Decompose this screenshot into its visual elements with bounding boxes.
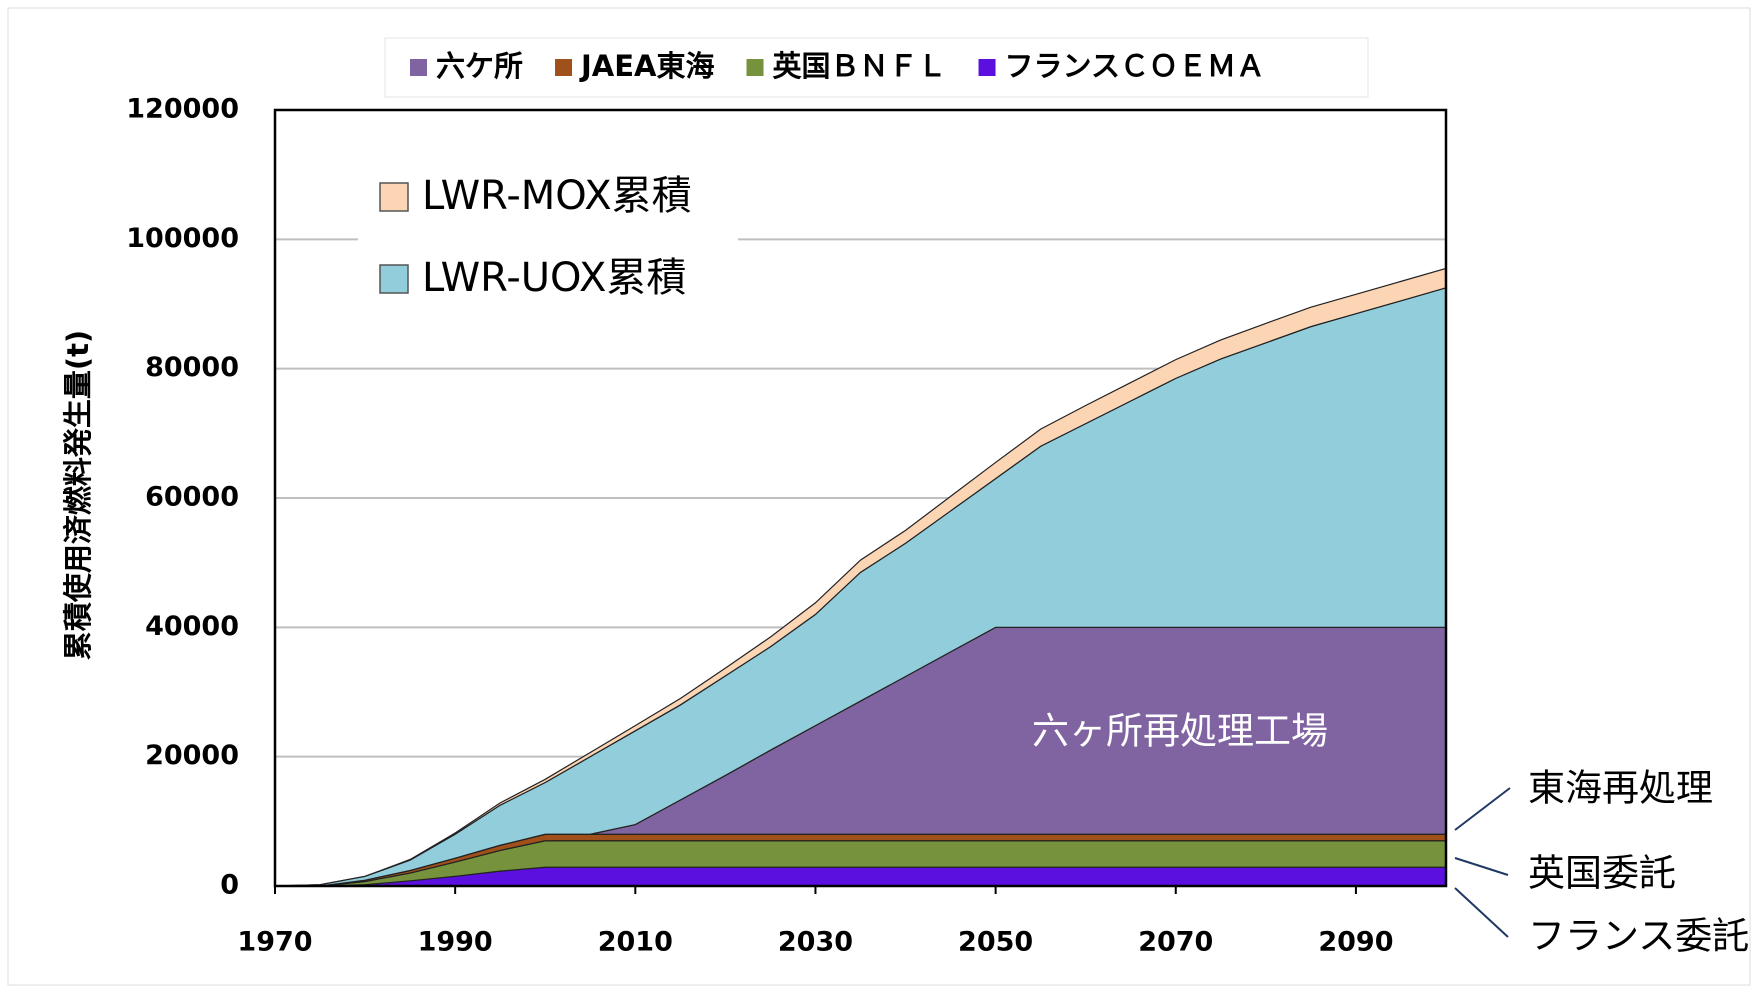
- connector: [1454, 857, 1509, 876]
- legend-swatch: [379, 182, 409, 212]
- legend-label: LWR-MOX累積: [422, 173, 692, 219]
- y-tick-label: 80000: [145, 352, 239, 383]
- x-tick-label: 2050: [958, 927, 1033, 958]
- legend-swatch: [978, 59, 996, 76]
- legend-label: フランスＣＯＥＭＡ: [1005, 49, 1265, 83]
- legend-swatch: [555, 59, 573, 76]
- plot-frame: [273, 108, 1448, 888]
- y-tick-label: 40000: [145, 611, 239, 642]
- legend-top: [384, 37, 1369, 98]
- legend-inner: [358, 168, 738, 318]
- frame: [7, 7, 1751, 986]
- legend-swatch: [410, 59, 427, 76]
- y-tick-label: 100000: [126, 223, 239, 254]
- annotation: 英国委託: [1528, 852, 1676, 895]
- x-tick-label: 2010: [598, 927, 673, 958]
- legend-label: LWR-UOX累積: [422, 255, 686, 301]
- legend-label: 六ケ所: [436, 49, 523, 83]
- x-tick-label: 2070: [1138, 927, 1213, 958]
- y-tick-label: 60000: [145, 482, 239, 513]
- y-tick-label: 0: [220, 870, 239, 901]
- connector: [1454, 887, 1509, 938]
- connector: [1454, 787, 1511, 831]
- legend-label: 英国ＢＮＦＬ: [773, 49, 947, 83]
- x-tick-label: 1970: [237, 927, 312, 958]
- legend-swatch: [379, 264, 409, 294]
- legend-swatch: [746, 59, 764, 76]
- x-tick-label: 1990: [418, 927, 493, 958]
- y-axis-label: 累積使用済燃料発生量(t): [61, 330, 95, 660]
- x-tick-label: 2090: [1318, 927, 1393, 958]
- x-tick-label: 2030: [778, 927, 853, 958]
- legend-label: JAEA東海: [579, 49, 715, 83]
- annotation: フランス委託: [1528, 915, 1749, 958]
- y-tick-label: 20000: [145, 740, 239, 771]
- annotation: 東海再処理: [1528, 767, 1713, 810]
- y-tick-label: 120000: [126, 94, 239, 125]
- annotation: 六ヶ所再処理工場: [1032, 710, 1328, 753]
